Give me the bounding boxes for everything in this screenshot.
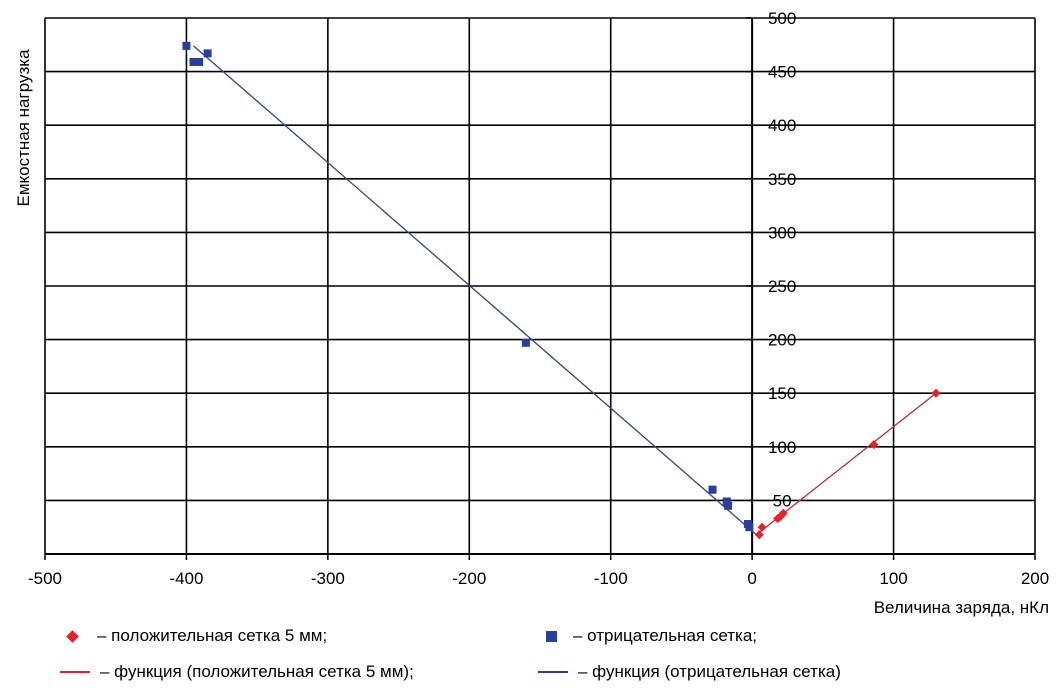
tick-labels: -500 -400 -300 -200 -100 0 100 200 50 100 150 200 25… — [28, 9, 1049, 588]
diamond-point — [869, 440, 879, 450]
function-lines — [193, 45, 937, 536]
x-tick-label: 0 — [747, 569, 756, 588]
legend-entry-negative-function: – функция (отрицательная сетка) — [538, 662, 841, 682]
diamond-point — [778, 508, 788, 518]
square-point — [189, 57, 198, 66]
x-tick-label: -100 — [594, 569, 628, 588]
diamond-point — [754, 530, 764, 540]
legend-label: – положительная сетка 5 мм; — [97, 626, 328, 645]
legend-entry-positive-points: – положительная сетка 5 мм; — [60, 626, 538, 646]
x-tick-label: -500 — [28, 569, 62, 588]
legend-entry-positive-function: – функция (положительная сетка 5 мм); — [60, 662, 538, 682]
square-point — [203, 49, 212, 58]
x-tick-label: 100 — [879, 569, 907, 588]
y-tick-label: 150 — [768, 384, 796, 403]
legend-label: – функция (положительная сетка 5 мм); — [100, 662, 414, 681]
square-point — [722, 497, 731, 506]
legend-label: – отрицательная сетка; — [573, 626, 758, 645]
x-tick-label: 200 — [1021, 569, 1049, 588]
square-marker-icon — [546, 630, 557, 642]
y-tick-label: 100 — [768, 438, 796, 457]
square-point — [724, 501, 733, 510]
y-tick-label: 450 — [768, 63, 796, 82]
axes — [44, 17, 1036, 560]
y-tick-label: 500 — [768, 9, 796, 28]
function-line-shade — [756, 392, 937, 536]
x-tick-label: -200 — [452, 569, 486, 588]
square-point — [195, 57, 204, 66]
y-tick-label: 400 — [768, 116, 796, 135]
x-tick-label: -400 — [169, 569, 203, 588]
square-point — [521, 338, 530, 347]
diamond-point — [757, 522, 767, 532]
function-line-shade — [193, 45, 757, 536]
y-tick-label: 250 — [768, 277, 796, 296]
square-point — [745, 523, 754, 532]
y-tick-label: 300 — [768, 223, 796, 242]
x-axis-label: Величина заряда, нКл — [874, 598, 1049, 617]
legend-label: – функция (отрицательная сетка) — [578, 662, 841, 681]
square-point — [708, 485, 717, 494]
blue-line-icon — [538, 671, 568, 673]
legend-row-2: – функция (положительная сетка 5 мм); – … — [60, 654, 1050, 690]
y-tick-label: 200 — [768, 331, 796, 350]
y-axis-label: Емкостная нагрузка — [14, 49, 33, 207]
legend: – положительная сетка 5 мм; – отрицатель… — [60, 618, 1050, 690]
diamond-marker-icon — [66, 629, 79, 643]
y-tick-label: 350 — [768, 170, 796, 189]
grid-lines — [45, 17, 1036, 554]
x-tick-label: -300 — [311, 569, 345, 588]
square-point — [182, 41, 191, 50]
legend-row-1: – положительная сетка 5 мм; – отрицатель… — [60, 618, 1050, 654]
legend-entry-negative-points: – отрицательная сетка; — [538, 626, 757, 646]
red-line-icon — [60, 671, 90, 673]
y-tick-label: 50 — [773, 491, 792, 510]
data-points — [182, 41, 941, 540]
